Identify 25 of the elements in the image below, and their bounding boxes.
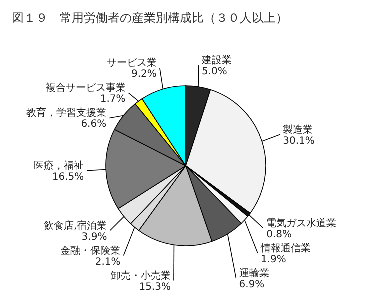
data-label: 3.9% — [82, 232, 108, 243]
slice-label: 建設業 — [200, 54, 232, 66]
data-label: 15.3% — [139, 282, 171, 293]
slice-label: 金融・保険業 — [60, 244, 121, 257]
data-label: 0.8% — [266, 230, 292, 241]
data-label: 30.1% — [283, 136, 315, 147]
chart-title: 図１９ 常用労働者の産業別構成比（３０人以上） — [11, 10, 289, 26]
data-label: 2.1% — [95, 256, 121, 268]
slice-label: 医療，福祉 — [34, 160, 84, 172]
slice-label: サービス業 — [106, 57, 157, 70]
slice-label: 複合サービス事業 — [46, 82, 126, 94]
slice-label: 製造業 — [283, 124, 314, 136]
data-label: 1.7% — [100, 94, 126, 106]
slice-label: 飲食店,宿泊業 — [44, 220, 108, 232]
slice-label: 教育，学習支援業 — [26, 107, 107, 120]
data-label: 9.2% — [132, 69, 157, 80]
slice-label: 卸売・小売業 — [110, 270, 171, 282]
slice-label: 電気ガス水道業 — [266, 218, 337, 230]
data-label: 6.6% — [81, 119, 107, 130]
slice-label: 情報通信業 — [260, 242, 312, 255]
data-label: 5.0% — [202, 66, 228, 78]
data-label: 6.9% — [239, 280, 265, 291]
data-label: 1.9% — [261, 254, 286, 266]
slice-label: 運輸業 — [239, 268, 270, 280]
data-label: 16.5% — [52, 172, 84, 183]
